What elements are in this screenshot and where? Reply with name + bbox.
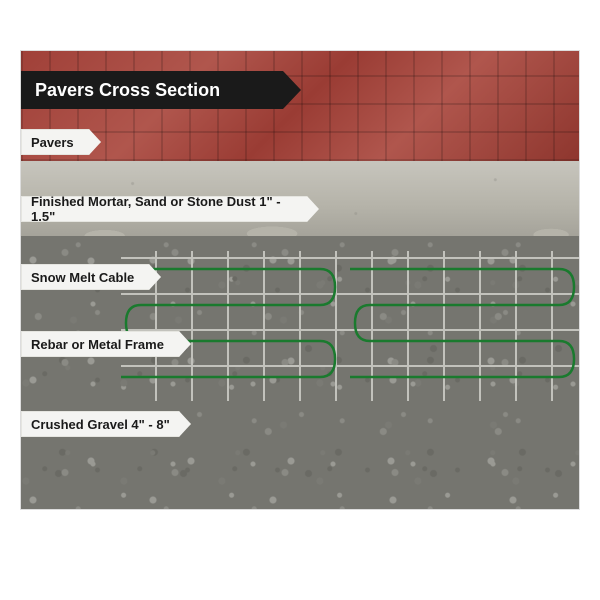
- callout-label: Crushed Gravel 4" - 8": [31, 417, 170, 432]
- callout-gravel: Crushed Gravel 4" - 8": [21, 411, 191, 437]
- callout-label: Finished Mortar, Sand or Stone Dust 1" -…: [31, 194, 303, 224]
- callout-mortar: Finished Mortar, Sand or Stone Dust 1" -…: [21, 196, 319, 222]
- diagram-container: Pavers Cross Section Pavers Finished Mor…: [0, 0, 600, 600]
- callout-pavers: Pavers: [21, 129, 101, 155]
- layer-rebar-grid: [121, 251, 579, 401]
- diagram-title: Pavers Cross Section: [21, 71, 301, 109]
- cross-section-diagram: Pavers Cross Section Pavers Finished Mor…: [20, 50, 580, 510]
- callout-label: Snow Melt Cable: [31, 270, 134, 285]
- callout-label: Pavers: [31, 135, 74, 150]
- diagram-title-text: Pavers Cross Section: [35, 80, 220, 101]
- callout-cable: Snow Melt Cable: [21, 264, 161, 290]
- callout-label: Rebar or Metal Frame: [31, 337, 164, 352]
- callout-rebar: Rebar or Metal Frame: [21, 331, 191, 357]
